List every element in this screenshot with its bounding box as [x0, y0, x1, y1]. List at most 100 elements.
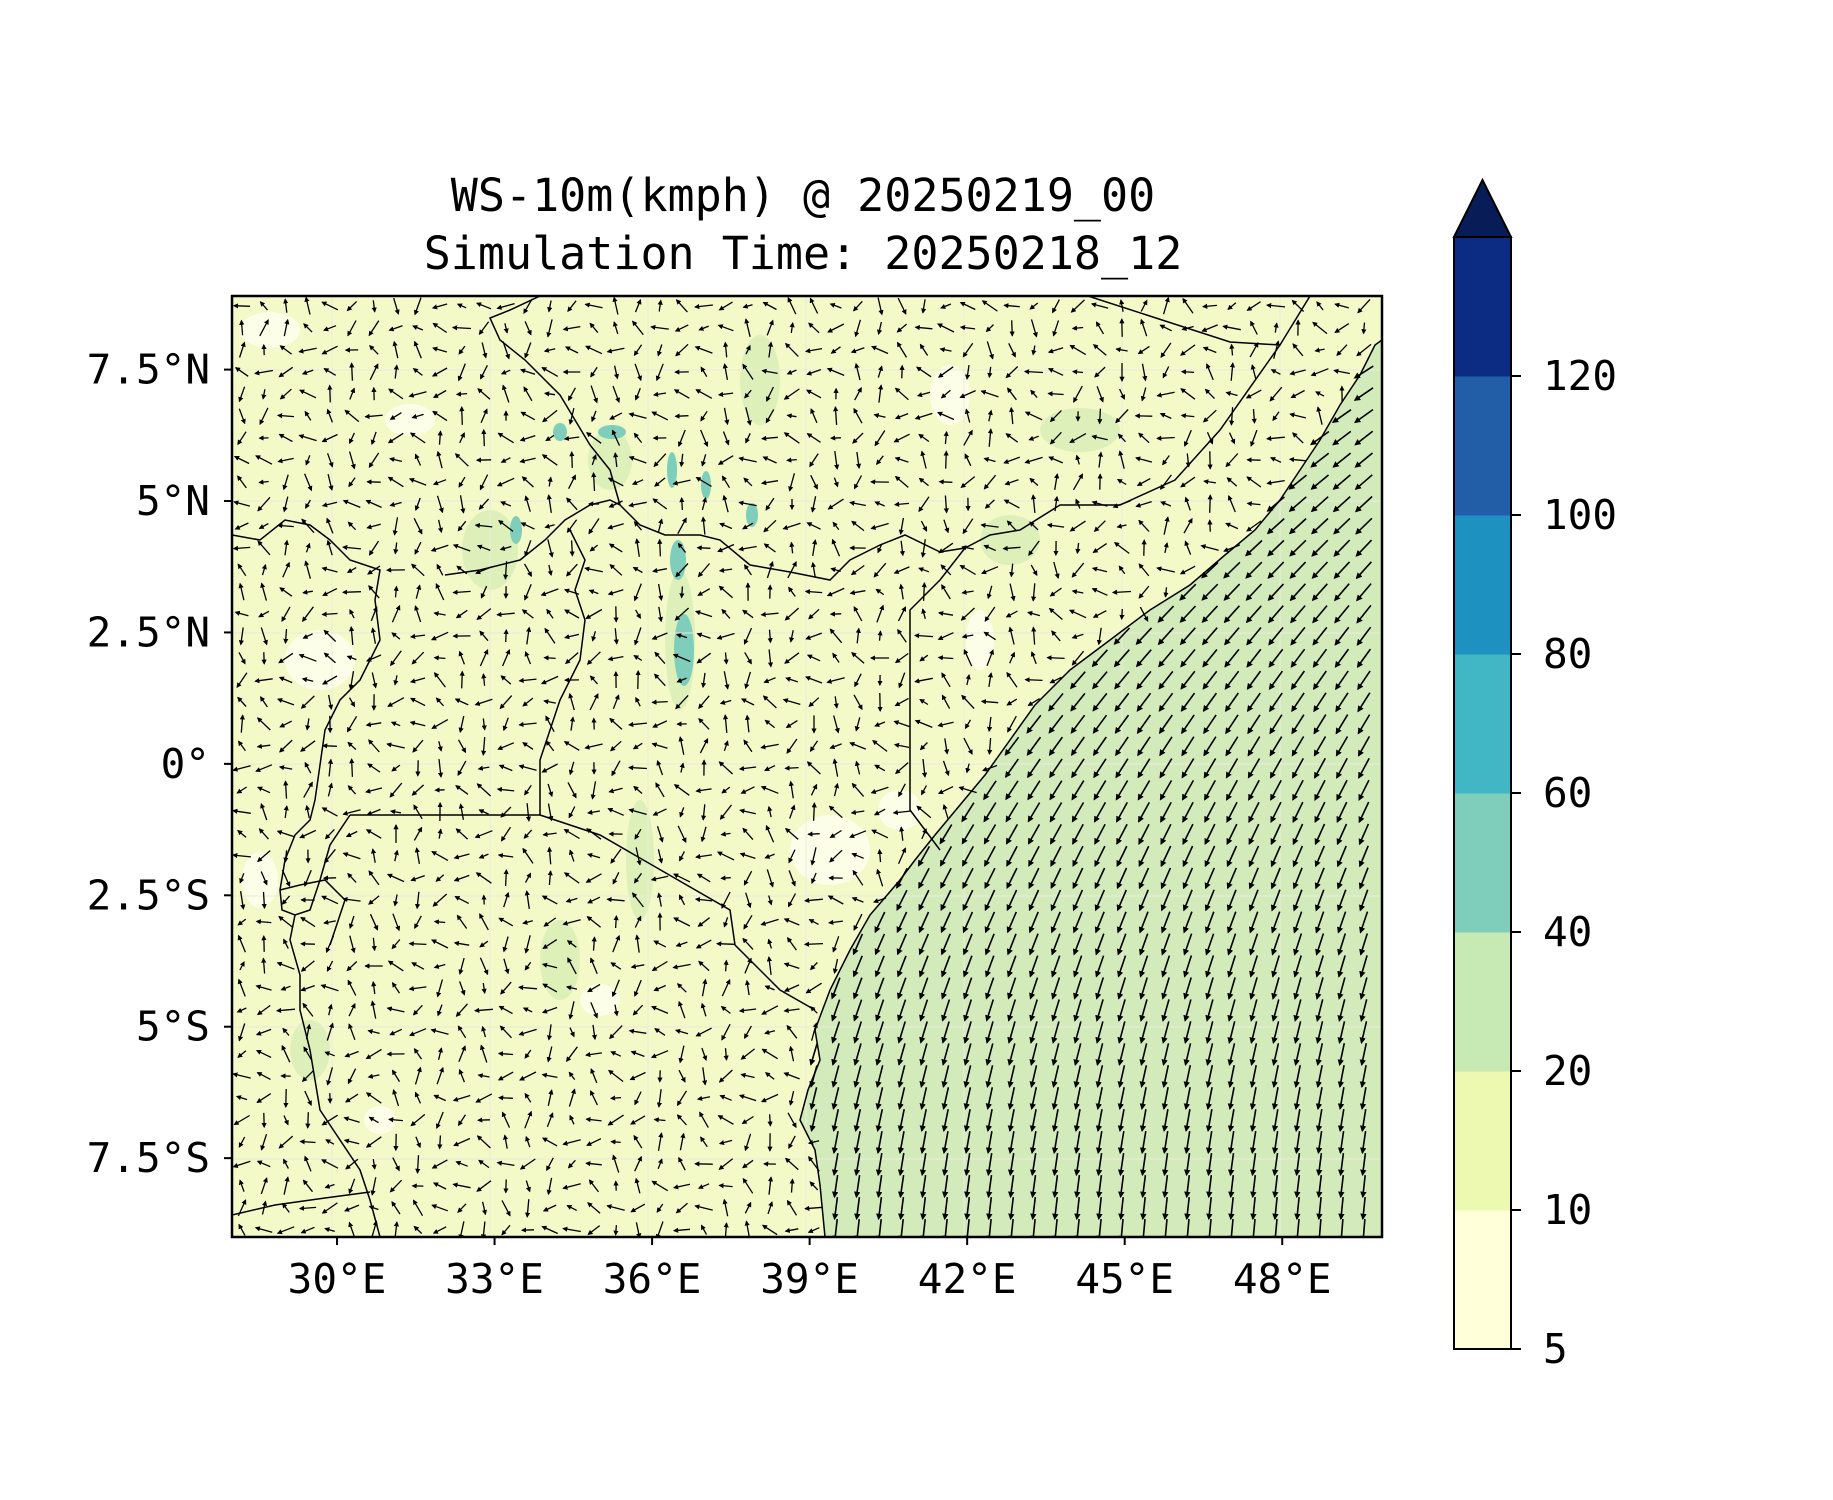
- wind-arrow: [833, 477, 839, 488]
- wind-arrow: [657, 518, 664, 533]
- wind-arrow: [786, 457, 797, 463]
- wind-arrow: [436, 450, 443, 469]
- wind-arrow: [412, 325, 424, 331]
- wind-arrow: [544, 523, 555, 529]
- wind-arrow: [744, 318, 751, 337]
- wind-arrow: [1310, 474, 1330, 490]
- wind-arrow: [501, 384, 510, 403]
- wind-arrow: [744, 389, 752, 399]
- wind-arrow: [1118, 450, 1125, 469]
- wind-arrow: [787, 296, 797, 315]
- border-tanzania-west: [289, 914, 381, 1237]
- wind-arrow: [1333, 517, 1351, 535]
- wind-arrow: [987, 366, 993, 379]
- wind-arrow: [347, 320, 357, 337]
- wind-arrow: [871, 345, 889, 355]
- wind-arrow: [943, 430, 949, 445]
- wind-arrow: [919, 343, 929, 356]
- wind-arrow: [943, 519, 950, 534]
- wind-arrow: [827, 498, 844, 510]
- wind-arrow: [717, 324, 734, 332]
- wind-arrow: [960, 476, 976, 489]
- wind-arrow: [831, 538, 841, 557]
- wind-arrow: [675, 299, 688, 313]
- wind-arrow: [452, 543, 471, 552]
- wind-arrow: [1003, 456, 1021, 464]
- wind-arrow: [1225, 522, 1239, 530]
- wind-arrow: [304, 410, 312, 421]
- wind-arrow: [1071, 325, 1084, 331]
- wind-arrow: [1119, 608, 1125, 621]
- wind-arrow: [566, 519, 578, 534]
- wind-arrow: [959, 301, 976, 311]
- y-tick-label: 0°: [161, 740, 210, 788]
- wind-arrow: [1069, 520, 1086, 532]
- wind-arrow: [938, 542, 954, 554]
- wind-arrow: [718, 301, 733, 311]
- wind-arrow: [1251, 409, 1257, 424]
- wind-arrow: [1246, 301, 1261, 311]
- wind-arrow: [432, 479, 447, 486]
- wind-arrow: [1227, 495, 1236, 513]
- wind-arrow: [698, 325, 709, 331]
- wind-arrow: [1310, 452, 1330, 468]
- wind-arrow: [590, 385, 599, 404]
- wind-arrow: [589, 322, 599, 334]
- wind-arrow: [567, 300, 577, 313]
- wind-arrow: [716, 941, 735, 947]
- wind-arrow: [1290, 389, 1305, 399]
- wind-arrow: [874, 501, 885, 507]
- wind-arrow: [342, 499, 361, 509]
- y-tick-label: 5°S: [136, 1003, 210, 1051]
- wind-arrow: [607, 523, 624, 530]
- wind-arrow: [722, 431, 730, 446]
- wind-arrow: [566, 497, 578, 511]
- wind-arrow: [432, 346, 448, 353]
- wind-arrow: [829, 303, 842, 309]
- wind-arrow: [1229, 343, 1235, 356]
- wind-arrow: [1245, 389, 1262, 399]
- wind-arrow: [257, 540, 271, 556]
- wind-arrow: [298, 434, 317, 442]
- wind-arrow: [258, 523, 269, 529]
- wind-arrow: [827, 323, 845, 333]
- wind-arrow: [850, 347, 865, 354]
- wind-arrow: [766, 386, 774, 402]
- wind-arrow: [1228, 432, 1236, 445]
- wind-arrow: [1310, 430, 1330, 446]
- wind-arrow: [326, 539, 333, 556]
- wind-arrow: [962, 518, 974, 535]
- wind-arrow: [894, 456, 909, 463]
- wind-arrow: [344, 409, 360, 423]
- wind-arrow: [1310, 496, 1329, 513]
- wind-arrow: [961, 545, 974, 551]
- wind-arrow: [459, 432, 465, 444]
- wind-arrow: [722, 363, 729, 381]
- wind-arrow: [1160, 501, 1172, 507]
- wind-arrow: [894, 387, 909, 401]
- wind-arrow: [1117, 433, 1126, 443]
- wind-arrow: [323, 368, 337, 376]
- wind-arrow: [783, 388, 800, 400]
- wind-arrow: [1160, 342, 1172, 358]
- wind-arrow: [458, 476, 466, 488]
- wind-arrow: [498, 1095, 513, 1101]
- wind-arrow: [478, 321, 490, 336]
- wind-arrow: [1266, 435, 1285, 442]
- wind-arrow: [388, 388, 404, 400]
- wind-arrow: [301, 518, 315, 534]
- wind-arrow: [1207, 494, 1213, 513]
- wind-arrow: [782, 522, 801, 530]
- wind-arrow: [520, 522, 535, 530]
- wind-arrow: [940, 389, 951, 399]
- wind-arrow: [346, 301, 358, 312]
- wind-arrow: [326, 453, 334, 468]
- wind-arrow: [541, 454, 558, 466]
- wind-arrow: [1334, 302, 1349, 309]
- wind-arrow: [323, 325, 337, 332]
- wind-arrow: [1250, 364, 1257, 380]
- wind-arrow: [321, 501, 338, 508]
- wind-arrow: [341, 589, 362, 595]
- wind-arrow: [564, 346, 579, 354]
- wind-arrow: [723, 341, 729, 358]
